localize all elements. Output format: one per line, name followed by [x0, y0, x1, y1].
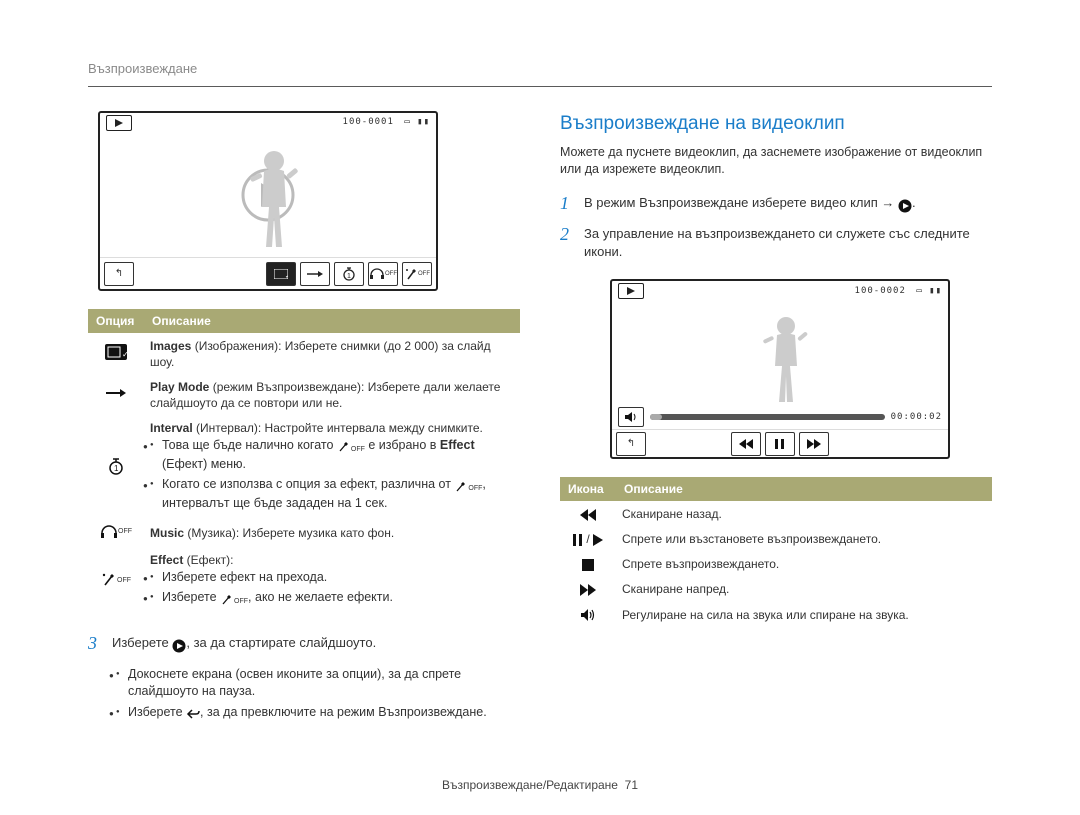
images-row-icon: ✓: [105, 344, 127, 360]
file-counter: 100-0001: [343, 117, 394, 127]
effect-off-icon-3: OFF: [220, 591, 248, 608]
rewind-table-icon: [580, 507, 596, 521]
th-icon: Икона: [560, 477, 616, 502]
effect-off-icon: OFF: [337, 439, 365, 456]
battery-icon-2: ▮▮: [929, 286, 942, 296]
interval-row-icon: 1: [107, 457, 125, 475]
step-number-1: 1: [560, 194, 574, 214]
step-number-3: 3: [88, 634, 102, 654]
options-table: Опция Описание ✓ Images (Изображения): И…: [88, 309, 520, 617]
rewind-icon: [731, 432, 761, 456]
pause-play-table-icon: /: [573, 532, 603, 546]
file-counter-2: 100-0002: [855, 286, 906, 296]
play-icon-2: [898, 196, 912, 214]
right-column: Възпроизвеждане на видеоклип Можете да п…: [560, 111, 992, 727]
footer: Възпроизвеждане/Редактиране 71: [0, 777, 1080, 793]
effect-row-icon: OFF: [101, 572, 131, 588]
svg-text:✓: ✓: [122, 350, 127, 359]
play-mode-icon: [106, 115, 132, 131]
divider: [88, 86, 992, 87]
step-number-2: 2: [560, 225, 574, 260]
playmode-row-icon: [106, 387, 126, 399]
battery-icon: ▮▮: [417, 117, 430, 127]
camera-preview: 100-0001 ▭ ▮▮ ↰: [98, 111, 438, 291]
return-icon: [186, 706, 200, 723]
svg-text:✓: ✓: [285, 274, 288, 279]
th-option: Опция: [88, 309, 144, 334]
svg-text:1: 1: [114, 464, 119, 473]
back-icon-2: ↰: [616, 432, 646, 456]
timecode: 00:00:02: [891, 411, 942, 423]
play-icon: [172, 636, 186, 654]
back-icon: ↰: [104, 262, 134, 286]
th-description-2: Описание: [616, 477, 992, 502]
progress-bar: [650, 414, 885, 420]
intro-text: Можете да пуснете видеоклип, да заснемет…: [560, 144, 992, 178]
figure-silhouette-2: [756, 314, 816, 409]
left-column: 100-0001 ▭ ▮▮ ↰: [88, 111, 520, 727]
play-mode-icon-2: [618, 283, 644, 299]
music-opt-icon: OFF: [368, 262, 398, 286]
images-opt-icon: ✓: [266, 262, 296, 286]
th-description: Описание: [144, 309, 520, 334]
forward-table-icon: [580, 582, 596, 596]
forward-icon: [799, 432, 829, 456]
header: Възпроизвеждане: [88, 60, 992, 78]
volume-icon: [618, 407, 644, 427]
playmode-opt-icon: [300, 262, 330, 286]
interval-opt-icon: 1: [334, 262, 364, 286]
effect-off-icon-2: OFF: [454, 478, 482, 495]
figure-silhouette: [244, 147, 304, 257]
storage-icon-2: ▭: [916, 286, 922, 296]
pause-icon: [765, 432, 795, 456]
svg-text:1: 1: [347, 273, 351, 280]
volume-table-icon: [580, 608, 596, 622]
effect-opt-icon: OFF: [402, 262, 432, 286]
video-preview: 100-0002 ▭ ▮▮ 00:00:02: [610, 279, 950, 459]
section-title: Възпроизвеждане на видеоклип: [560, 111, 992, 137]
storage-icon: ▭: [404, 117, 410, 127]
music-row-icon: OFF: [100, 525, 132, 539]
stop-table-icon: [582, 557, 594, 571]
icons-table: Икона Описание Сканиране назад. / Спрете…: [560, 477, 992, 627]
